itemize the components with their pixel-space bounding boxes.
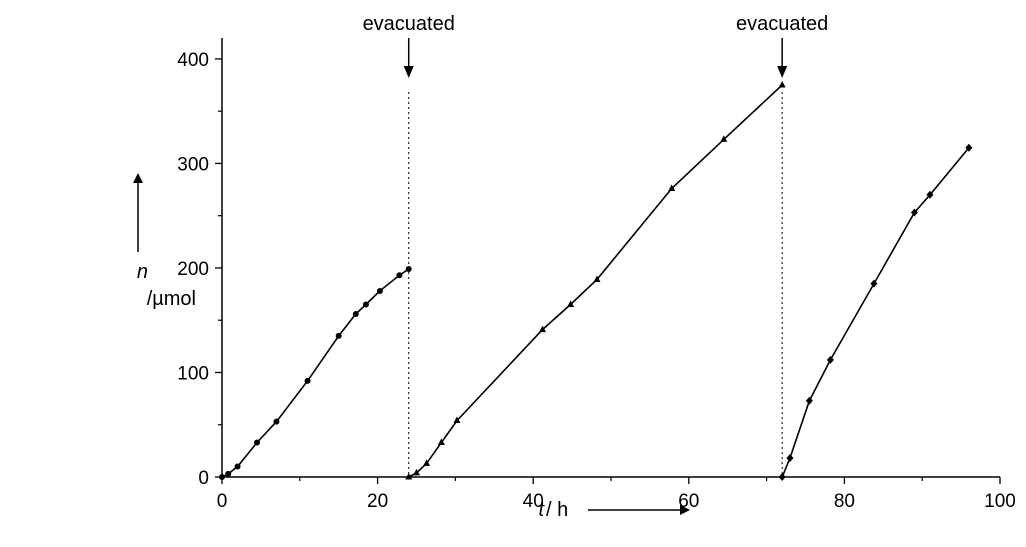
axis-labels: t / h n /µmol xyxy=(133,173,690,521)
series-2 xyxy=(405,81,786,480)
evacuated-label: evacuated xyxy=(363,13,455,35)
y-tick-label: 400 xyxy=(177,50,209,71)
data-point xyxy=(225,470,232,477)
data-point xyxy=(567,300,575,308)
x-tick-label: 60 xyxy=(678,491,699,512)
data-point xyxy=(396,272,403,279)
data-point xyxy=(539,325,547,333)
annotations: evacuated evacuated xyxy=(363,13,828,477)
x-tick-label: 0 xyxy=(217,491,228,512)
evacuated-arrowhead xyxy=(777,66,788,78)
data-point xyxy=(335,332,342,339)
x-tick-label: 80 xyxy=(834,491,855,512)
y-tick-label: 300 xyxy=(177,154,209,175)
data-point xyxy=(778,81,786,88)
y-axis-symbol: n xyxy=(137,261,148,283)
data-point xyxy=(405,473,413,480)
evacuated-label: evacuated xyxy=(736,13,828,35)
data-point xyxy=(453,416,461,424)
y-tick-label: 100 xyxy=(177,363,209,384)
data-point xyxy=(786,454,794,463)
data-point xyxy=(234,463,241,470)
data-point xyxy=(376,287,383,294)
y-tick-label: 200 xyxy=(177,259,209,280)
data-point xyxy=(668,184,676,192)
y-tick-label: 0 xyxy=(198,468,209,489)
data-point xyxy=(423,459,431,466)
series-3 xyxy=(778,143,973,481)
data-point xyxy=(273,418,280,425)
data-point xyxy=(304,377,311,384)
x-tick-label: 40 xyxy=(523,491,544,512)
data-point xyxy=(593,275,601,282)
data-point xyxy=(870,279,878,288)
data-point xyxy=(405,265,412,272)
series-1 xyxy=(219,265,412,480)
data-point xyxy=(805,396,813,405)
axes: 0 20 40 60 80 100 0 100 200 300 400 xyxy=(177,38,1016,512)
data-point xyxy=(362,301,369,308)
x-tick-label: 20 xyxy=(367,491,388,512)
data-point xyxy=(413,468,420,476)
series-line xyxy=(781,147,970,478)
data-point xyxy=(778,473,786,481)
data-point xyxy=(437,438,445,446)
series-line xyxy=(221,268,410,478)
data-point xyxy=(352,310,359,317)
series-layer xyxy=(219,81,973,481)
x-tick-label: 100 xyxy=(984,491,1016,512)
evacuated-arrowhead xyxy=(403,66,414,78)
data-point xyxy=(720,135,728,142)
x-axis-unit: / h xyxy=(546,499,568,521)
data-point xyxy=(219,474,225,480)
data-point xyxy=(910,208,918,217)
data-point xyxy=(254,439,261,446)
x-axis-symbol: t xyxy=(538,499,545,521)
data-point xyxy=(965,143,973,152)
y-axis-unit: /µmol xyxy=(147,288,196,310)
data-point xyxy=(926,190,934,199)
data-point xyxy=(826,355,834,364)
